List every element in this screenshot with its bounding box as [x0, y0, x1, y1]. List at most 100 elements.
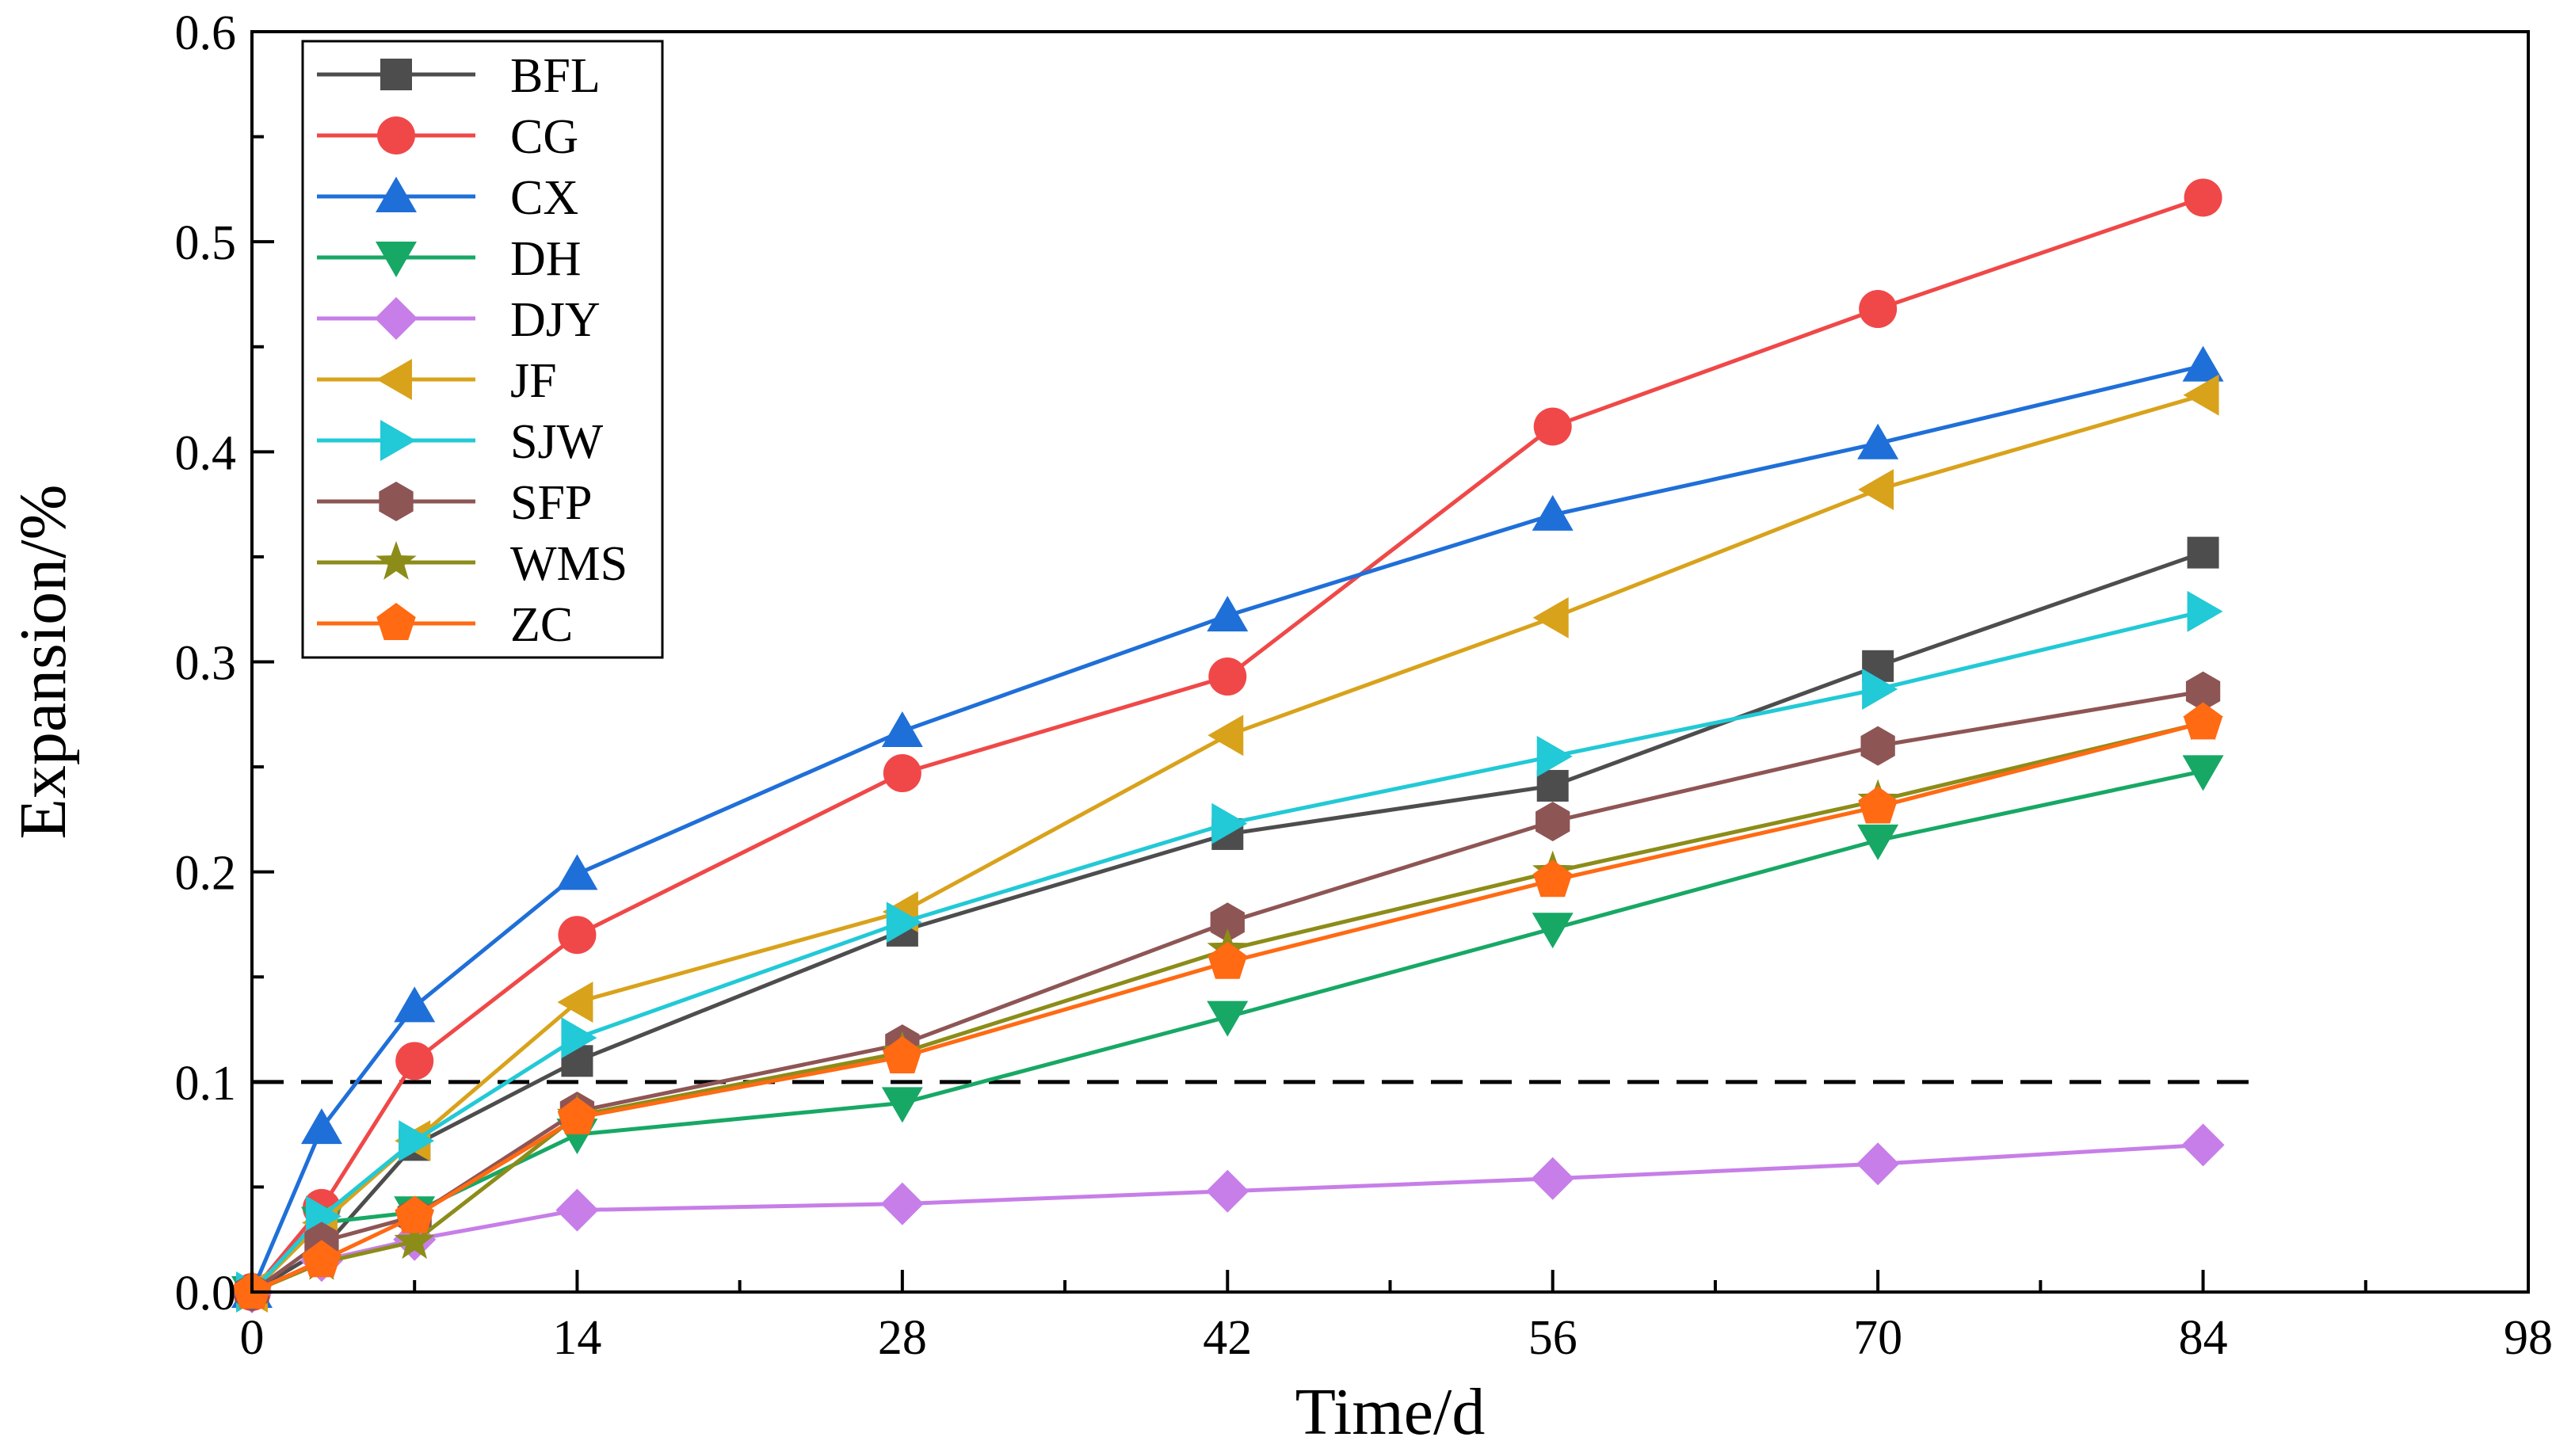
- series-sfp: [235, 671, 2221, 1312]
- data-point-djy-14: [555, 1188, 599, 1232]
- x-tick-label: 28: [878, 1311, 927, 1365]
- legend-marker: [379, 482, 414, 521]
- x-tick-label: 56: [1528, 1311, 1577, 1365]
- data-point-zc-7: [395, 1195, 434, 1233]
- x-tick-label: 70: [1853, 1311, 1902, 1365]
- y-tick-label: 0.2: [175, 847, 237, 901]
- data-point-sfp-84: [2185, 671, 2221, 711]
- data-point-zc-14: [557, 1096, 597, 1134]
- legend-label: CX: [510, 171, 578, 225]
- data-point-cx-42: [1207, 596, 1249, 632]
- legend-item-cg: CG: [317, 110, 578, 164]
- data-point-sfp-42: [1210, 902, 1245, 943]
- legend-label: SJW: [510, 415, 604, 469]
- x-axis-title: Time/d: [1295, 1375, 1486, 1449]
- legend-marker: [376, 541, 417, 580]
- data-point-djy-70: [1856, 1142, 1900, 1186]
- data-point-cx-56: [1532, 494, 1574, 531]
- data-point-cx-14: [556, 854, 598, 890]
- data-point-djy-42: [1206, 1169, 1249, 1213]
- data-point-sjw-56: [1536, 735, 1573, 777]
- data-point-cx-84: [2182, 345, 2224, 382]
- legend-label: JF: [510, 354, 557, 408]
- legend-item-djy: DJY: [317, 293, 601, 347]
- legend-marker: [377, 116, 415, 154]
- y-tick-label: 0.0: [175, 1267, 237, 1321]
- x-tick-label: 98: [2504, 1311, 2553, 1365]
- data-point-sjw-7: [399, 1120, 435, 1162]
- data-point-zc-28: [883, 1036, 922, 1074]
- data-point-cg-7: [395, 1042, 434, 1081]
- data-point-jf-56: [1532, 597, 1569, 638]
- legend-label: DJY: [510, 293, 601, 347]
- axes-layer: 0 14 28 42 56 70 84 98 0.0 0.1 0.2 0.3 0.4 0.5 0.6: [175, 6, 2554, 1365]
- legend-label: DH: [510, 232, 582, 286]
- legend-marker: [376, 603, 416, 641]
- legend-marker: [375, 297, 418, 340]
- data-point-jf-84: [2183, 374, 2219, 416]
- y-tick-label: 0.3: [175, 637, 237, 691]
- data-point-jf-42: [1207, 715, 1244, 757]
- data-point-jf-70: [1858, 469, 1894, 511]
- data-point-bfl-56: [1536, 769, 1569, 802]
- data-point-dh-28: [881, 1087, 923, 1123]
- series-sjw: [236, 590, 2223, 1313]
- data-point-dh-56: [1532, 913, 1574, 949]
- legend-item-wms: WMS: [317, 537, 628, 591]
- series-layer: [231, 178, 2225, 1313]
- data-point-cx-3: [300, 1108, 342, 1145]
- data-point-djy-84: [2181, 1123, 2225, 1167]
- legend-item-zc: ZC: [317, 598, 573, 652]
- y-tick-label: 0.6: [175, 6, 237, 60]
- legend-item-jf: JF: [317, 354, 557, 408]
- data-point-sfp-70: [1860, 726, 1895, 766]
- data-point-cg-56: [1533, 407, 1572, 446]
- x-tick-label: 84: [2179, 1311, 2228, 1365]
- data-point-cg-28: [883, 754, 921, 793]
- data-point-zc-56: [1532, 859, 1573, 898]
- data-point-zc-42: [1207, 941, 1248, 979]
- data-point-djy-28: [880, 1182, 924, 1225]
- data-point-zc-70: [1858, 786, 1898, 824]
- y-tick-label: 0.4: [175, 426, 237, 480]
- data-point-sjw-70: [1862, 668, 1898, 710]
- data-point-sjw-84: [2187, 590, 2223, 632]
- data-point-jf-14: [557, 981, 593, 1023]
- legend-marker: [376, 359, 412, 400]
- legend-item-dh: DH: [317, 232, 582, 286]
- legend-marker: [376, 177, 417, 212]
- legend-label: CG: [510, 110, 578, 164]
- data-point-sjw-42: [1211, 802, 1248, 844]
- legend-marker: [380, 420, 416, 461]
- legend-item-cx: CX: [317, 171, 578, 225]
- x-tick-label: 42: [1203, 1311, 1252, 1365]
- y-axis-title: Expansion/%: [6, 485, 80, 840]
- data-point-cx-7: [394, 986, 436, 1023]
- legend-item-sjw: SJW: [317, 415, 604, 469]
- data-point-zc-84: [2183, 702, 2223, 740]
- legend-item-sfp: SFP: [317, 476, 592, 530]
- x-tick-label: 14: [552, 1311, 601, 1365]
- legend: BFL CG CX DH DJY JF SJW SFP WMS ZC: [301, 40, 664, 659]
- legend-marker: [380, 59, 412, 90]
- data-point-bfl-84: [2187, 536, 2219, 569]
- legend-label: SFP: [510, 476, 592, 530]
- data-point-djy-56: [1531, 1157, 1574, 1200]
- legend-marker: [376, 242, 417, 277]
- x-tick-label: 0: [240, 1311, 265, 1365]
- data-point-dh-42: [1207, 1001, 1249, 1037]
- legend-label: WMS: [510, 537, 628, 591]
- data-point-dh-70: [1857, 824, 1899, 860]
- data-point-cg-42: [1208, 657, 1247, 696]
- data-point-cx-28: [881, 711, 923, 747]
- data-point-wms-7: [394, 1220, 435, 1260]
- legend-item-bfl: BFL: [317, 49, 601, 103]
- data-point-dh-84: [2182, 755, 2224, 791]
- data-point-cx-70: [1857, 423, 1899, 459]
- series-zc: [232, 702, 2223, 1309]
- legend-label: BFL: [510, 49, 601, 103]
- y-tick-label: 0.5: [175, 216, 237, 270]
- data-point-cg-84: [2184, 178, 2222, 217]
